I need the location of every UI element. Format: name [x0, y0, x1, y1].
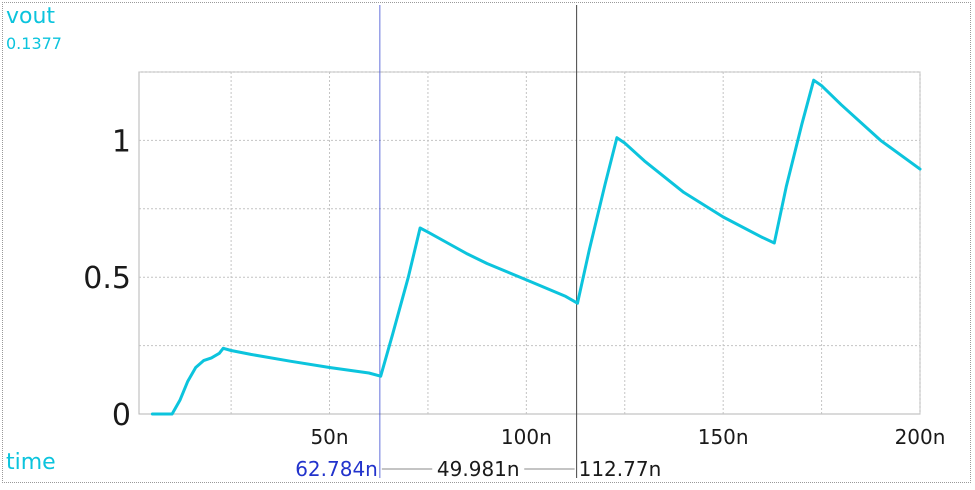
- x-tick-label: 150n: [698, 425, 749, 449]
- x-axis-name: time: [6, 450, 56, 475]
- series-vout-line: [150, 78, 922, 416]
- cursor-readout: 62.784n 49.981n 112.77n: [295, 457, 661, 481]
- y-tick-label: 0.5: [83, 261, 131, 296]
- y-tick-label: 1: [112, 124, 131, 159]
- cursor-a-time: 62.784n: [295, 457, 378, 481]
- grid: [139, 71, 921, 414]
- cursor-lines[interactable]: [379, 5, 578, 478]
- y-tick-label: 0: [112, 398, 131, 433]
- waveform-panel: [2, 2, 971, 483]
- cursor-delta-time: 49.981n: [437, 457, 520, 481]
- signal-cursor-value: 0.1377: [6, 34, 62, 53]
- x-tick-label: 50n: [310, 425, 348, 449]
- x-tick-label: 200n: [895, 425, 946, 449]
- cursor-b-time: 112.77n: [579, 457, 662, 481]
- signal-name[interactable]: vout: [6, 4, 56, 29]
- plot-area: [138, 71, 921, 415]
- x-tick-label: 100n: [501, 425, 552, 449]
